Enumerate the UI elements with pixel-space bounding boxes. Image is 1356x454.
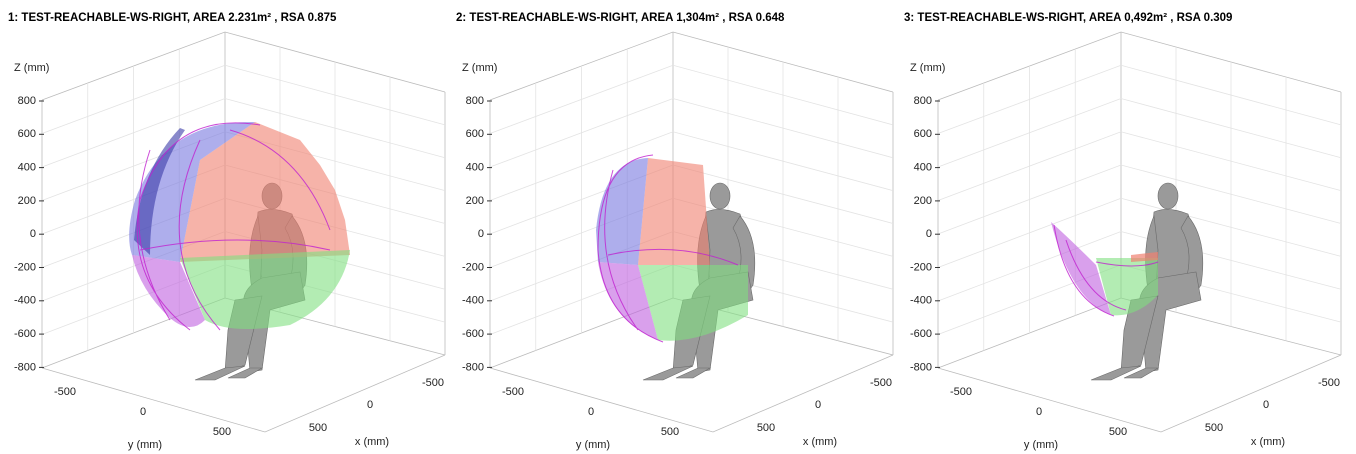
grid-line	[937, 164, 1342, 235]
trajectory	[597, 154, 739, 343]
z-tick-label: 200	[466, 195, 484, 207]
z-tick-label: -600	[14, 328, 36, 340]
z-tick-label: 400	[466, 162, 484, 174]
z-tick-label: 800	[18, 95, 36, 107]
grid-line	[937, 197, 1342, 268]
reach-magenta	[1051, 222, 1111, 315]
x-axis-label: x (mm)	[1251, 436, 1285, 448]
panel: 1: TEST-REACHABLE-WS-RIGHT, AREA 2.231m²…	[8, 12, 446, 451]
z-tick-label: -400	[910, 295, 932, 307]
foot	[227, 367, 264, 379]
axis-box	[489, 354, 894, 433]
x-tick-label: -500	[422, 377, 444, 389]
x-tick-label: 500	[309, 422, 327, 434]
reach-magenta	[132, 255, 205, 328]
y-axis-label: y (mm)	[576, 439, 610, 451]
y-tick-label: 500	[1109, 426, 1127, 438]
z-tick-label: -200	[462, 261, 484, 273]
grid-line	[489, 64, 894, 134]
z-tick-label: -600	[910, 328, 932, 340]
reach-red	[638, 158, 710, 265]
axis-box	[489, 31, 894, 101]
axis-box	[41, 354, 446, 433]
z-tick-label: 0	[478, 228, 484, 240]
panel: 3: TEST-REACHABLE-WS-RIGHT, AREA 0,492m²…	[904, 12, 1342, 451]
y-tick-label: 500	[661, 426, 679, 438]
axis-box	[41, 31, 446, 101]
z-tick-label: 800	[914, 95, 932, 107]
x-axis-label: x (mm)	[803, 436, 837, 448]
panel-title: 3: TEST-REACHABLE-WS-RIGHT, AREA 0,492m²…	[904, 12, 1232, 24]
x-tick-label: 500	[1205, 422, 1223, 434]
trajectory	[1053, 224, 1159, 317]
foot	[642, 365, 694, 381]
z-tick-label: -800	[14, 361, 36, 373]
z-axis-label: Z (mm)	[462, 62, 497, 74]
y-tick-label: 0	[1036, 406, 1042, 418]
z-axis-label: Z (mm)	[14, 62, 49, 74]
foot	[1090, 365, 1142, 381]
foot	[675, 367, 712, 379]
z-tick-label: 0	[30, 228, 36, 240]
y-tick-label: 0	[140, 406, 146, 418]
grid-line	[937, 98, 1342, 168]
z-tick-label: -600	[462, 328, 484, 340]
reach-green	[1096, 258, 1158, 316]
z-tick-label: 600	[914, 128, 932, 140]
z-tick-label: -800	[910, 361, 932, 373]
x-tick-label: -500	[870, 377, 892, 389]
foot	[194, 365, 246, 381]
y-axis-label: y (mm)	[1024, 439, 1058, 451]
panel-title: 2: TEST-REACHABLE-WS-RIGHT, AREA 1,304m²…	[456, 12, 785, 24]
head	[709, 182, 731, 210]
z-tick-label: 600	[18, 128, 36, 140]
z-tick-label: 200	[914, 195, 932, 207]
reach-green	[180, 250, 350, 329]
z-axis-label: Z (mm)	[910, 62, 945, 74]
head	[1157, 182, 1179, 210]
z-tick-label: 600	[466, 128, 484, 140]
trajectory	[136, 122, 331, 331]
reach-blue-dark	[134, 128, 185, 255]
y-tick-label: -500	[502, 386, 524, 398]
z-tick-label: -200	[14, 261, 36, 273]
x-axis-label: x (mm)	[355, 436, 389, 448]
axis-box	[937, 354, 1342, 433]
grid-line	[41, 64, 446, 134]
z-tick-label: 800	[466, 95, 484, 107]
z-tick-label: 400	[914, 162, 932, 174]
z-tick-label: 0	[926, 228, 932, 240]
axis-box	[937, 31, 1342, 101]
grid-line	[937, 131, 1342, 201]
x-tick-label: 0	[1263, 399, 1269, 411]
reach-red	[180, 122, 350, 262]
grid-line	[489, 98, 894, 168]
y-tick-label: -500	[950, 386, 972, 398]
grid-line	[489, 131, 894, 201]
z-tick-label: -400	[14, 295, 36, 307]
y-axis-label: y (mm)	[128, 439, 162, 451]
y-tick-label: 0	[588, 406, 594, 418]
z-tick-label: -200	[910, 261, 932, 273]
grid-line	[41, 98, 446, 168]
x-tick-label: 500	[757, 422, 775, 434]
y-tick-label: -500	[54, 386, 76, 398]
panel: 2: TEST-REACHABLE-WS-RIGHT, AREA 1,304m²…	[456, 12, 894, 451]
z-tick-label: 400	[18, 162, 36, 174]
grid-line	[937, 231, 1342, 302]
x-tick-label: 0	[367, 399, 373, 411]
z-tick-label: 200	[18, 195, 36, 207]
grid-line	[937, 64, 1342, 134]
panel-title: 1: TEST-REACHABLE-WS-RIGHT, AREA 2.231m²…	[8, 12, 337, 24]
z-tick-label: -400	[462, 295, 484, 307]
reach-red	[1131, 252, 1158, 262]
x-tick-label: -500	[1318, 377, 1340, 389]
z-tick-label: -800	[462, 361, 484, 373]
y-tick-label: 500	[213, 426, 231, 438]
foot	[1123, 367, 1160, 379]
reach-green	[638, 265, 748, 341]
x-tick-label: 0	[815, 399, 821, 411]
